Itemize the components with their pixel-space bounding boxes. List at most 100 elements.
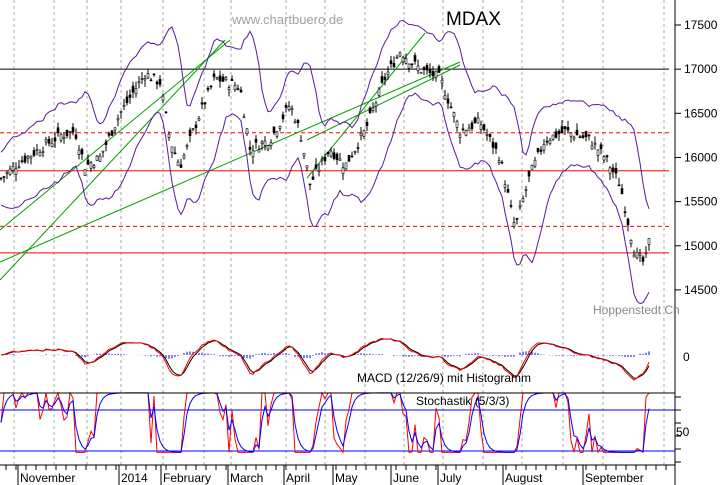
candle-body [110, 130, 114, 136]
candle-body [341, 167, 345, 175]
candle-body [560, 126, 564, 133]
x-tick-label: November [20, 471, 75, 485]
trend-line [0, 39, 231, 231]
candle-body [344, 162, 348, 170]
candle-body [269, 142, 273, 147]
candle-body [512, 222, 516, 227]
candle-body [599, 144, 603, 150]
candle-body [98, 155, 102, 162]
candle-body [134, 88, 138, 95]
candle-body [485, 134, 489, 136]
candle-body [482, 124, 486, 131]
candle-body [521, 198, 525, 202]
x-tick-label: July [440, 471, 461, 485]
candle-body [635, 251, 639, 259]
bollinger-upper [0, 20, 650, 210]
candle-body [398, 52, 402, 57]
candle-body [647, 238, 651, 245]
candle-body [125, 96, 129, 103]
candle-body [419, 71, 423, 74]
candle-body [260, 141, 264, 144]
candle-body [158, 79, 162, 85]
candle-body [311, 176, 315, 180]
price-tick-label: 14500 [684, 283, 718, 297]
candle-body [404, 58, 408, 64]
candle-body [263, 140, 267, 146]
candle-body [203, 102, 207, 105]
candle-body [380, 76, 384, 83]
candle-body [332, 152, 336, 159]
candle-body [0, 177, 3, 180]
candle-body [626, 218, 630, 226]
candle-body [155, 81, 159, 85]
candle-body [5, 172, 9, 174]
candle-body [539, 149, 543, 152]
candle-body [629, 239, 633, 245]
candle-body [308, 183, 312, 186]
trend-line [306, 32, 426, 179]
candle-body [596, 149, 600, 156]
candle-body [290, 108, 294, 110]
macd-line [0, 337, 650, 381]
candle-body [68, 131, 72, 133]
candle-body [383, 76, 387, 80]
candle-body [227, 87, 231, 90]
candle-body [281, 114, 285, 120]
candle-body [386, 71, 390, 75]
bollinger-lower [0, 92, 650, 305]
candle-body [608, 167, 612, 175]
candle-body [401, 57, 405, 63]
candle-body [254, 138, 258, 143]
candle-body [641, 256, 645, 262]
candle-body [188, 129, 192, 136]
candle-body [8, 168, 12, 175]
candle-body [581, 135, 585, 138]
candle-body [161, 95, 165, 101]
data-source: Hoppenstedt Ch [593, 303, 680, 317]
candle-body [551, 134, 555, 140]
trend-line [306, 64, 461, 141]
candle-body [338, 158, 342, 161]
candle-body [422, 67, 426, 70]
candle-body [185, 144, 189, 147]
candle-body [644, 252, 648, 255]
candle-body [458, 134, 462, 138]
watermark: www.chartbuero.de [231, 12, 343, 27]
candle-body [584, 131, 588, 138]
candle-body [89, 162, 93, 169]
candle-body [590, 145, 594, 150]
candle-body [455, 120, 459, 128]
candle-body [479, 124, 483, 130]
candle-body [575, 129, 579, 136]
candle-body [170, 146, 174, 154]
candle-body [224, 77, 228, 80]
candle-body [230, 78, 234, 81]
candle-body [554, 131, 558, 138]
candle-body [563, 126, 567, 130]
candle-body [209, 85, 213, 88]
candle-body [632, 254, 636, 258]
candle-body [47, 138, 51, 144]
x-tick-label: May [335, 471, 358, 485]
candle-body [128, 94, 132, 98]
candle-body [236, 88, 240, 90]
candle-body [152, 73, 156, 76]
candle-body [389, 60, 393, 65]
candle-body [116, 118, 120, 121]
candle-body [104, 141, 108, 146]
candle-body [413, 55, 417, 62]
candle-body [323, 156, 327, 162]
candle-body [371, 107, 375, 111]
x-tick-label: March [230, 471, 263, 485]
candle-body [302, 152, 306, 157]
candle-body [602, 156, 606, 161]
candle-body [245, 128, 249, 135]
candle-body [347, 154, 351, 162]
candle-body [284, 104, 288, 108]
candle-body [266, 145, 270, 150]
candle-body [41, 151, 45, 153]
candle-body [416, 65, 420, 71]
candle-body [464, 130, 468, 136]
